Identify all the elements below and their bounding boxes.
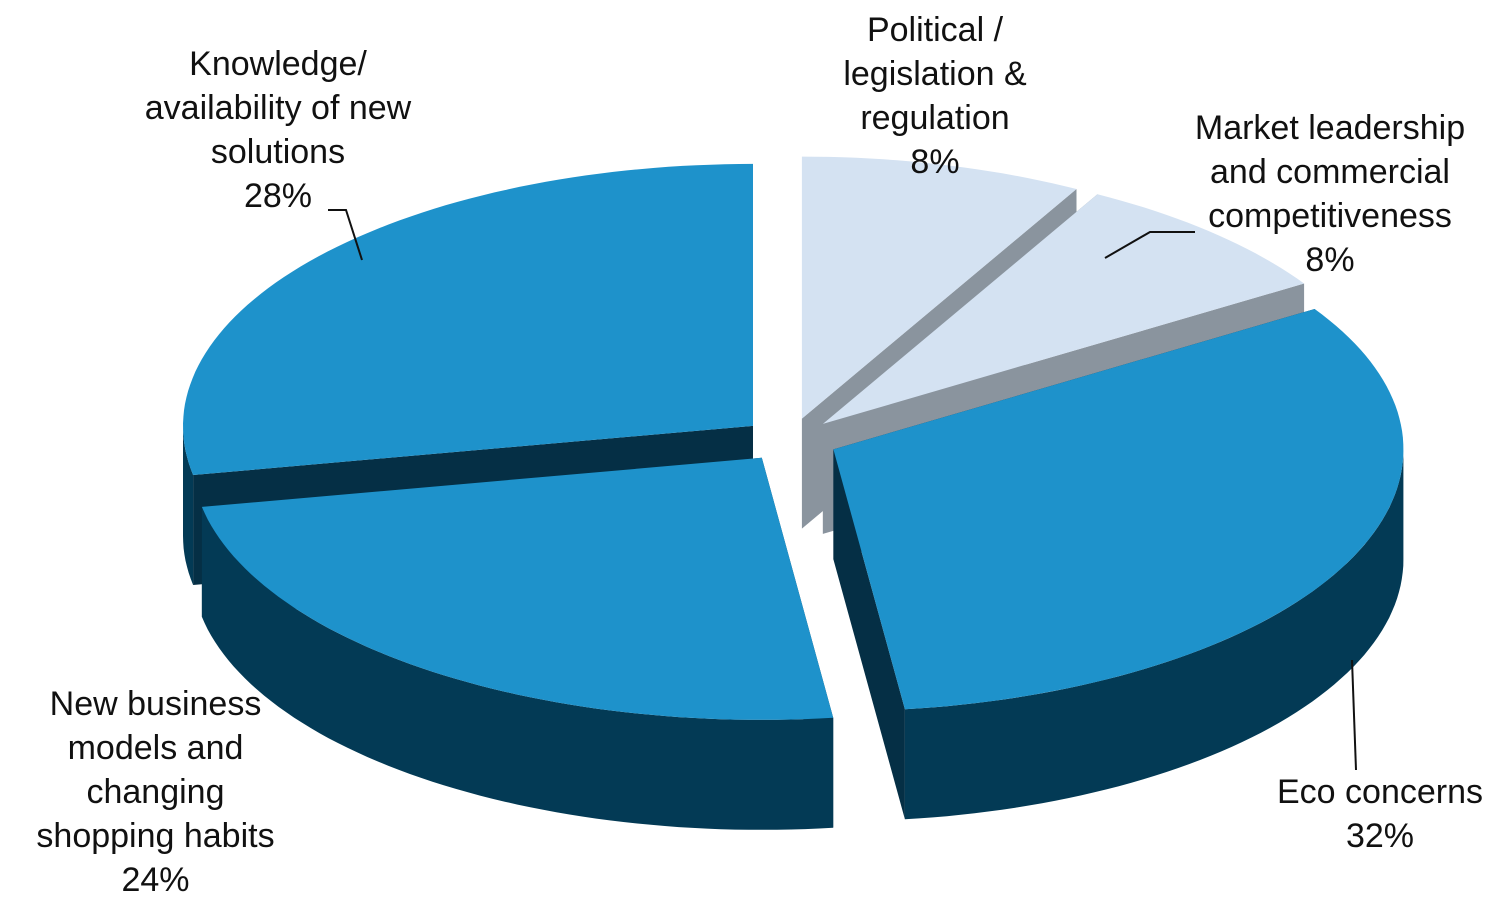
- value-label: 8%: [1305, 241, 1355, 279]
- value-label: 8%: [910, 143, 960, 181]
- slice-side: [833, 449, 905, 820]
- slice: [801, 156, 1077, 419]
- leader-line: [1351, 659, 1357, 771]
- category-label: Market leadership and commercial competi…: [1194, 109, 1466, 235]
- value-label: 28%: [243, 177, 313, 215]
- category-label: Political / legislation & regulation: [843, 11, 1027, 137]
- slice-label: Eco concerns 32%: [1240, 770, 1512, 858]
- slice: [833, 309, 1404, 710]
- category-label: New business models and changing shoppin…: [36, 685, 275, 855]
- leader-line: [1104, 231, 1195, 259]
- slice: [201, 457, 834, 720]
- slice-label: Political / legislation & regulation 8%: [830, 8, 1040, 184]
- slice: [822, 194, 1305, 424]
- slice-label: New business models and changing shoppin…: [18, 682, 293, 902]
- slice-label: Market leadership and commercial competi…: [1170, 106, 1490, 282]
- leader-line: [328, 209, 363, 261]
- slice-wall: [183, 425, 194, 585]
- category-label: Knowledge/ availability of new solutions: [144, 45, 412, 171]
- slice: [183, 163, 753, 475]
- category-label: Eco concerns: [1277, 773, 1483, 811]
- value-label: 32%: [1345, 817, 1415, 855]
- slice-label: Knowledge/ availability of new solutions…: [118, 42, 438, 218]
- slice-wall: [904, 449, 1404, 820]
- value-label: 24%: [121, 861, 190, 899]
- slices: [183, 156, 1404, 830]
- slice-wall: [201, 506, 834, 830]
